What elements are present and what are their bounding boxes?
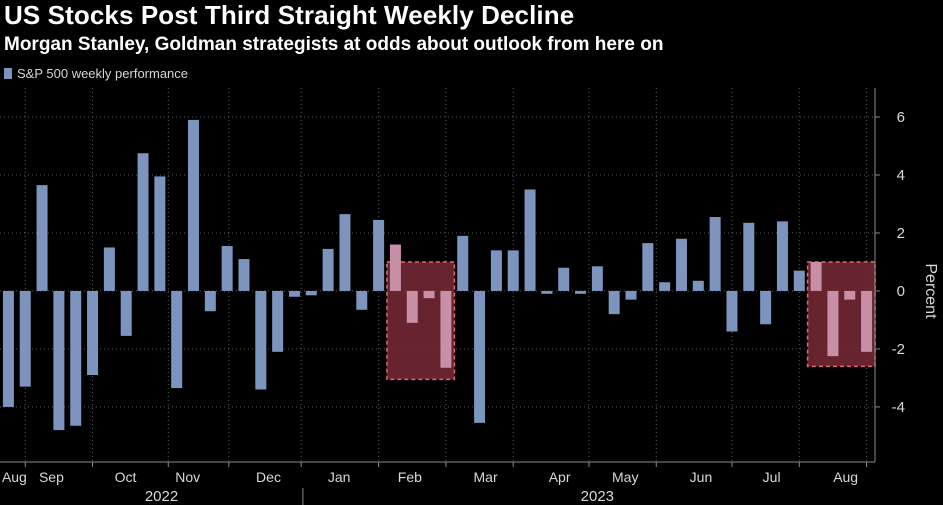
chart-title: US Stocks Post Third Straight Weekly Dec… [4, 0, 575, 30]
bar [642, 243, 654, 291]
bar [204, 290, 216, 312]
bar [36, 185, 48, 291]
bar [255, 290, 267, 390]
bar [87, 290, 99, 376]
bar [272, 290, 284, 352]
y-tick-label: -4 [892, 399, 905, 416]
bar [120, 290, 132, 336]
bar [659, 282, 671, 291]
bar [389, 244, 401, 291]
chart-subtitle: Morgan Stanley, Goldman strategists at o… [4, 34, 664, 55]
y-tick-label: 0 [897, 283, 905, 300]
bar [457, 235, 469, 291]
bar [861, 290, 873, 352]
chart-legend: S&P 500 weekly performance [4, 66, 188, 81]
x-month-label: Sep [39, 469, 64, 485]
bar [743, 222, 755, 291]
bar [188, 119, 200, 291]
bars [2, 119, 873, 431]
bar [726, 290, 738, 332]
bar [322, 248, 334, 291]
bar [558, 267, 570, 291]
bar [474, 290, 486, 423]
bar [423, 290, 435, 299]
x-month-label: Oct [115, 469, 137, 485]
x-month-label: May [612, 469, 638, 485]
bar [406, 290, 418, 323]
y-tick-label: 2 [897, 225, 905, 242]
x-month-label: Aug [2, 469, 27, 485]
bar [137, 153, 149, 291]
x-year-label: 2022 [145, 488, 178, 505]
bar [524, 189, 536, 291]
bar [288, 290, 300, 297]
bar [70, 290, 82, 426]
bar [625, 290, 637, 300]
bar [760, 290, 772, 325]
bar [154, 176, 166, 291]
bar [810, 261, 822, 291]
x-month-label: Mar [474, 469, 498, 485]
bar [608, 290, 620, 315]
x-year-label: 2023 [581, 488, 614, 505]
legend-swatch [4, 68, 12, 79]
bar [692, 280, 704, 291]
x-month-label: Feb [398, 469, 422, 485]
x-month-label: Jun [690, 469, 713, 485]
bar [171, 290, 183, 389]
y-tick-label: 6 [897, 109, 905, 126]
bar [53, 290, 65, 431]
x-month-label: Dec [256, 469, 281, 485]
bar [709, 217, 721, 291]
bar [440, 290, 452, 368]
bar [776, 221, 788, 291]
x-month-label: Apr [549, 469, 571, 485]
bar [793, 270, 805, 291]
bar [373, 219, 385, 291]
y-tick-label: 4 [897, 167, 905, 184]
bar [827, 290, 839, 357]
bar [305, 290, 317, 296]
bar [356, 290, 368, 310]
x-month-label: Nov [175, 469, 200, 485]
bar [490, 250, 502, 291]
y-axis-label: Percent [922, 263, 939, 319]
bar [541, 290, 553, 294]
x-month-label: Jul [763, 469, 781, 485]
bar [221, 246, 233, 291]
bar [103, 247, 115, 291]
bar [507, 250, 519, 291]
legend-label: S&P 500 weekly performance [17, 66, 189, 81]
x-month-label: Aug [833, 469, 858, 485]
bar [675, 238, 687, 291]
x-month-label: Jan [328, 469, 351, 485]
bar [575, 290, 587, 294]
bar [238, 259, 250, 291]
bar [844, 290, 856, 300]
bar [591, 266, 603, 291]
bar [339, 214, 351, 291]
axes: -4 -2 0 2 4 6 Aug Sep Oct Nov Dec Jan Feb Mar Apr May Ju… [0, 88, 905, 505]
bar [19, 290, 31, 387]
bar [2, 290, 14, 407]
y-tick-label: -2 [892, 341, 905, 358]
